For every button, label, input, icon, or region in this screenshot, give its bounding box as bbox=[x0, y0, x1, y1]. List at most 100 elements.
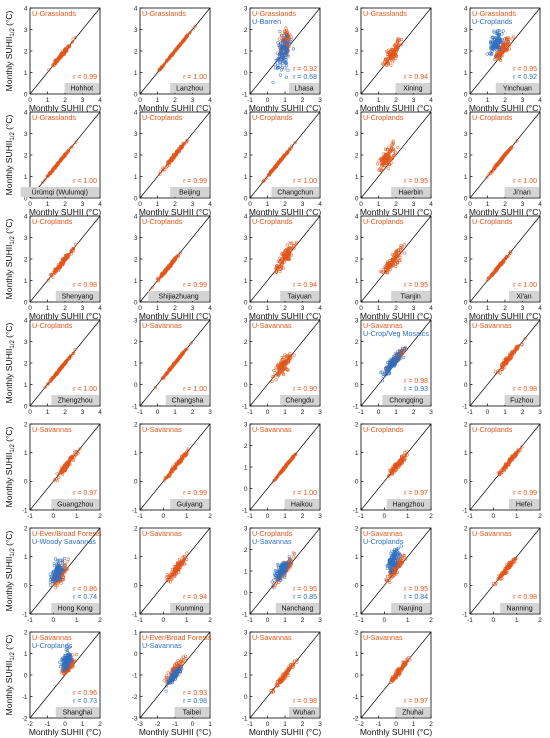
series-name: U-Savannas bbox=[142, 529, 182, 538]
data-point bbox=[277, 43, 281, 47]
data-point bbox=[278, 159, 282, 163]
x-tick-label: 2 bbox=[191, 409, 195, 416]
data-point bbox=[284, 26, 288, 30]
data-point bbox=[498, 159, 502, 163]
x-tick-label: 2 bbox=[63, 97, 67, 104]
y-tick-label: 1 bbox=[464, 554, 468, 561]
city-label-box bbox=[20, 187, 100, 197]
data-point bbox=[56, 56, 60, 61]
data-point bbox=[43, 178, 47, 182]
x-axis-label: Monthly SUHII (°C) bbox=[360, 207, 433, 217]
city-label: Xi'an bbox=[516, 294, 531, 301]
data-point bbox=[385, 58, 389, 62]
y-tick-label: 0 bbox=[134, 91, 138, 98]
y-tick-label: 1 bbox=[24, 382, 28, 389]
correlation-label: r = 0.95 bbox=[404, 586, 428, 593]
data-point bbox=[504, 37, 508, 41]
y-tick-label: 2 bbox=[134, 525, 138, 532]
data-point bbox=[56, 161, 61, 165]
data-point bbox=[505, 149, 510, 153]
y-tick-label: 4 bbox=[134, 213, 138, 220]
data-point bbox=[276, 56, 280, 61]
data-point bbox=[493, 58, 497, 62]
y-tick-label: 2 bbox=[244, 27, 248, 34]
y-tick-label: 2 bbox=[355, 421, 359, 428]
data-point bbox=[65, 253, 69, 258]
series-name: U-Savannas bbox=[142, 321, 182, 330]
data-point bbox=[279, 58, 283, 62]
data-point bbox=[384, 152, 388, 156]
correlation-label: r = 1.00 bbox=[73, 178, 97, 185]
y-tick-label: 0 bbox=[464, 583, 468, 590]
y-tick-label: 3 bbox=[244, 421, 248, 428]
x-tick-label: 0 bbox=[383, 513, 387, 520]
data-point bbox=[193, 24, 197, 28]
x-tick-label: 0 bbox=[266, 97, 270, 104]
data-point bbox=[53, 267, 57, 271]
city-label: Changchun bbox=[277, 190, 313, 197]
y-tick-label: 4 bbox=[24, 5, 28, 12]
x-tick-label: 0 bbox=[52, 513, 56, 520]
x-tick-label: 0 bbox=[492, 617, 496, 624]
data-point bbox=[277, 37, 281, 41]
x-tick-label: -1 bbox=[247, 409, 253, 416]
data-point bbox=[170, 157, 174, 161]
data-point bbox=[491, 42, 495, 46]
x-tick-label: 3 bbox=[81, 305, 85, 312]
y-axis-label: Monthly SUHII1/2 (°C) bbox=[4, 322, 16, 403]
correlation-label: r = 1.00 bbox=[293, 178, 317, 185]
y-tick-label: 0 bbox=[134, 382, 138, 389]
correlation-label: r = 1.00 bbox=[513, 178, 537, 185]
city-label-box bbox=[170, 187, 209, 197]
x-tick-label: 0 bbox=[492, 513, 496, 520]
y-tick-label: 3 bbox=[134, 317, 138, 324]
data-point bbox=[281, 44, 286, 48]
city-label: Yinchuan bbox=[503, 86, 532, 93]
x-axis-label: Monthly SUHII (°C) bbox=[249, 311, 322, 321]
y-axis-label-main: Monthly SUHII bbox=[4, 37, 14, 92]
x-tick-label: 0 bbox=[28, 409, 32, 416]
y-tick-label: 2 bbox=[244, 339, 248, 346]
data-point bbox=[386, 155, 390, 159]
y-tick-label: -1 bbox=[353, 403, 359, 410]
y-tick-label: 1 bbox=[355, 70, 359, 77]
x-tick-label: 1 bbox=[283, 617, 287, 624]
data-point bbox=[376, 162, 380, 166]
x-tick-label: 3 bbox=[191, 305, 195, 312]
x-tick-label: 3 bbox=[81, 97, 85, 104]
y-tick-label: 3 bbox=[244, 525, 248, 532]
data-point bbox=[283, 41, 287, 45]
x-tick-label: 1 bbox=[75, 513, 79, 520]
data-point bbox=[50, 169, 54, 173]
city-label: Hong Kong bbox=[58, 606, 93, 613]
data-point bbox=[181, 39, 185, 43]
x-tick-label: 4 bbox=[429, 97, 433, 104]
data-point bbox=[281, 38, 285, 42]
data-point bbox=[284, 64, 288, 68]
data-point bbox=[396, 43, 400, 47]
y-tick-label: -1 bbox=[462, 403, 468, 410]
data-point bbox=[488, 172, 492, 176]
y-tick-label: 2 bbox=[134, 421, 138, 428]
x-tick-label: 2 bbox=[503, 201, 507, 208]
y-tick-label: 0 bbox=[355, 195, 359, 202]
series-name: U-Crop/Veg Mosaics bbox=[363, 329, 429, 338]
data-point bbox=[391, 60, 395, 64]
data-point bbox=[168, 55, 172, 59]
city-label-box bbox=[271, 187, 319, 197]
x-tick-label: 0 bbox=[162, 617, 166, 624]
y-tick-label: 4 bbox=[464, 213, 468, 220]
x-axis-label: Monthly SUHII (°C) bbox=[29, 103, 102, 113]
y-tick-label: 2 bbox=[134, 256, 138, 263]
data-point bbox=[502, 153, 506, 157]
y-tick-label: 2 bbox=[134, 339, 138, 346]
y-tick-label: 2 bbox=[464, 339, 468, 346]
y-tick-label: 1 bbox=[464, 278, 468, 285]
x-tick-label: 4 bbox=[208, 305, 212, 312]
